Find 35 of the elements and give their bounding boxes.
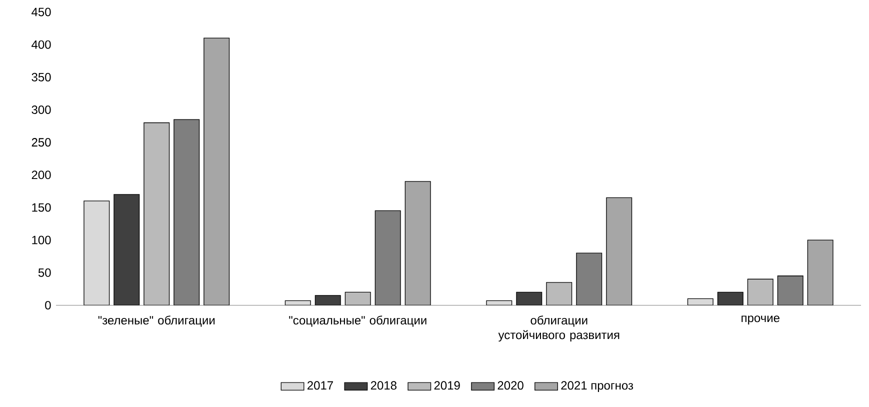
legend-label: 2017 — [308, 381, 333, 390]
bar — [114, 194, 140, 306]
y-tick-label: 350 — [32, 73, 51, 82]
y-tick-label: 100 — [32, 236, 51, 245]
legend-label: 2021 прогноз — [561, 381, 634, 392]
y-tick-label: 200 — [32, 170, 51, 180]
x-tick-label: прочие — [742, 316, 780, 325]
bar — [345, 292, 371, 306]
bar — [576, 252, 602, 306]
x-tick-label: "зеленые" облигации — [98, 316, 215, 328]
bar — [144, 122, 170, 306]
bar — [777, 276, 804, 306]
bar — [717, 292, 744, 306]
legend-label: 2019 — [434, 381, 460, 390]
y-tick-label: 300 — [32, 106, 51, 114]
x-tick-label: облигации устойчивого развития — [498, 316, 620, 342]
bar — [374, 210, 401, 306]
y-tick-label: 450 — [32, 8, 51, 16]
bar — [546, 282, 572, 306]
bar — [204, 38, 230, 306]
y-tick-label: 400 — [32, 40, 51, 50]
bar — [606, 198, 632, 306]
bar — [516, 292, 542, 306]
y-tick-label: 250 — [32, 138, 51, 147]
y-tick-label: 50 — [38, 268, 51, 278]
bar — [84, 200, 110, 306]
bar — [174, 119, 200, 306]
legend-label: 2018 — [370, 381, 396, 390]
x-tick-label: "социальные" облигации — [289, 316, 426, 328]
bar — [747, 279, 774, 306]
y-tick-label: 150 — [32, 203, 51, 212]
bar — [404, 181, 431, 306]
legend-label: 2020 — [498, 381, 524, 390]
bar — [807, 240, 834, 306]
y-tick-label: 0 — [45, 301, 51, 310]
